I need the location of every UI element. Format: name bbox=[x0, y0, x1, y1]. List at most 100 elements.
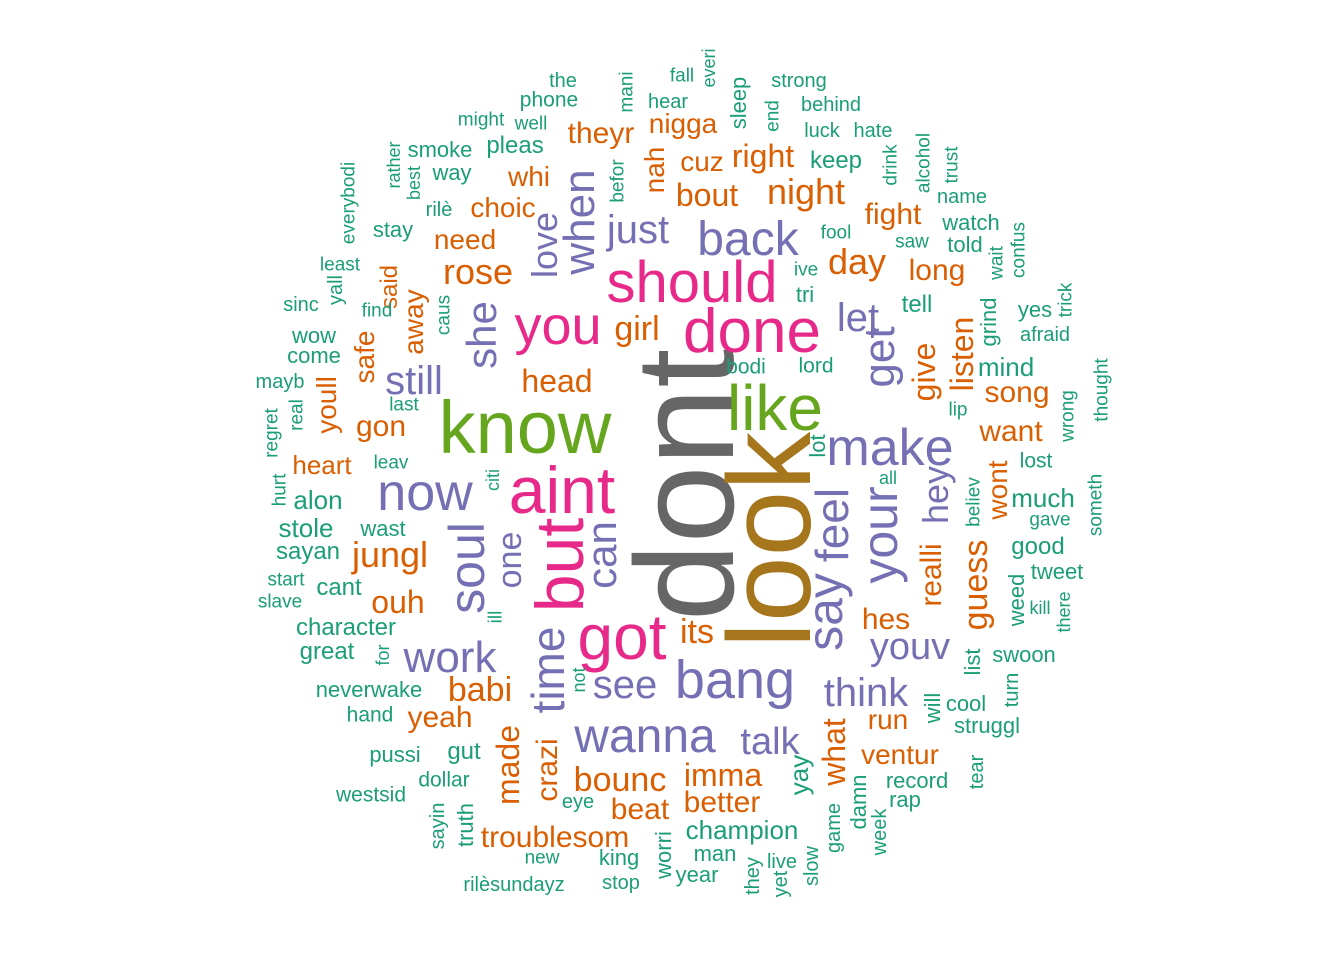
word-someth: someth bbox=[1085, 473, 1107, 537]
word-sleep: sleep bbox=[726, 76, 751, 130]
word-let: let bbox=[836, 296, 880, 340]
word-back: back bbox=[697, 213, 799, 266]
word-smoke: smoke bbox=[407, 137, 473, 162]
word-damn: damn bbox=[846, 774, 871, 830]
word-come: come bbox=[287, 343, 341, 368]
word-yeah: yeah bbox=[407, 701, 473, 734]
word-got: got bbox=[577, 601, 667, 673]
word-cant: cant bbox=[316, 574, 362, 601]
word-week: week bbox=[869, 808, 891, 856]
word-rather: rather bbox=[384, 141, 404, 189]
word-like: like bbox=[726, 372, 824, 444]
word-cool: cool bbox=[945, 691, 987, 716]
word-your: your bbox=[852, 486, 908, 584]
word-made: made bbox=[490, 724, 526, 806]
word-record: record bbox=[885, 768, 949, 793]
word-its: its bbox=[680, 613, 714, 651]
word-all: all bbox=[878, 468, 898, 488]
word-yay: yay bbox=[784, 754, 814, 796]
word-day: day bbox=[827, 241, 887, 282]
word-great: great bbox=[299, 638, 355, 665]
word-imma: imma bbox=[683, 757, 763, 793]
word-luck: luck bbox=[804, 120, 840, 142]
word-grind: grind bbox=[976, 297, 1001, 347]
word-king: king bbox=[598, 845, 640, 870]
word-tear: tear bbox=[966, 754, 988, 790]
word-believ: believ bbox=[963, 477, 985, 527]
word-youll: youll bbox=[311, 376, 342, 434]
word-hand: hand bbox=[346, 703, 394, 727]
word-night: night bbox=[766, 171, 846, 212]
word-yes: yes bbox=[1017, 297, 1053, 322]
word-afraid: afraid bbox=[1019, 324, 1071, 346]
word-turn: turn bbox=[1001, 672, 1023, 708]
word-end: end bbox=[762, 100, 784, 132]
word-told: told bbox=[947, 232, 983, 257]
word-will: will bbox=[920, 692, 945, 724]
word-champion: champion bbox=[685, 815, 799, 845]
word-bounc: bounc bbox=[573, 761, 667, 799]
word-name: name bbox=[936, 186, 988, 208]
word-man: man bbox=[693, 841, 737, 866]
word-drink: drink bbox=[880, 144, 902, 186]
word-trick: trick bbox=[1055, 282, 1077, 318]
word-lost: lost bbox=[1019, 449, 1053, 473]
word-long: long bbox=[908, 254, 966, 287]
word-good: good bbox=[1011, 533, 1065, 560]
word-hey: hey bbox=[915, 465, 956, 525]
word-nigga: nigga bbox=[648, 108, 718, 139]
word-rose: rose bbox=[442, 251, 514, 292]
word-wrong: wrong bbox=[1057, 390, 1079, 442]
word-hes: hes bbox=[861, 603, 911, 636]
word-worri: worri bbox=[651, 831, 676, 879]
word-think: think bbox=[823, 671, 909, 715]
word-pleas: pleas bbox=[486, 132, 544, 159]
word-aint: aint bbox=[508, 453, 616, 527]
word-make: make bbox=[826, 419, 954, 477]
word-much: much bbox=[1011, 483, 1075, 513]
word-slave: slave bbox=[257, 591, 303, 613]
word-mani: mani bbox=[616, 71, 638, 113]
word-gut: gut bbox=[447, 738, 481, 765]
word-ill: ill bbox=[485, 610, 507, 624]
word-tweet: tweet bbox=[1030, 559, 1084, 584]
word-choic: choic bbox=[470, 192, 536, 223]
word-hear: hear bbox=[647, 91, 689, 113]
word-trust: trust bbox=[941, 146, 963, 184]
word-talk: talk bbox=[740, 721, 800, 763]
word-weed: weed bbox=[1004, 573, 1029, 627]
word-least: least bbox=[319, 254, 361, 276]
word-heart: heart bbox=[292, 450, 352, 480]
word-sinc: sinc bbox=[283, 294, 319, 316]
word-behind: behind bbox=[800, 94, 862, 116]
word-might: might bbox=[457, 109, 505, 131]
word-slow: slow bbox=[801, 845, 823, 887]
word-live: live bbox=[766, 851, 798, 873]
word-hate: hate bbox=[853, 120, 893, 142]
word-strong: strong bbox=[771, 70, 827, 92]
word-last: last bbox=[389, 394, 419, 416]
word-year: year bbox=[675, 862, 719, 887]
word-stole: stole bbox=[278, 513, 334, 543]
word-run: run bbox=[867, 704, 909, 735]
word-westsid: westsid bbox=[335, 783, 407, 807]
word-gon: gon bbox=[355, 410, 407, 443]
word-now: now bbox=[377, 464, 473, 522]
word-well: well bbox=[514, 113, 548, 135]
word-wont: wont bbox=[982, 460, 1013, 520]
word-yet: yet bbox=[770, 870, 792, 898]
word-sayin: sayin bbox=[427, 802, 449, 850]
word-mind: mind bbox=[977, 352, 1035, 382]
word-struggl: struggl bbox=[953, 713, 1021, 738]
word-befor: befor bbox=[607, 159, 629, 203]
word-alon: alon bbox=[293, 485, 343, 515]
word-list: list bbox=[960, 648, 985, 676]
word-character: character bbox=[295, 614, 397, 641]
word-best: best bbox=[404, 165, 424, 201]
word-truth: truth bbox=[453, 802, 478, 848]
word-work: work bbox=[403, 633, 497, 682]
word-gave: gave bbox=[1029, 509, 1071, 531]
word-phone: phone bbox=[519, 88, 579, 112]
word-fight: fight bbox=[864, 198, 922, 231]
